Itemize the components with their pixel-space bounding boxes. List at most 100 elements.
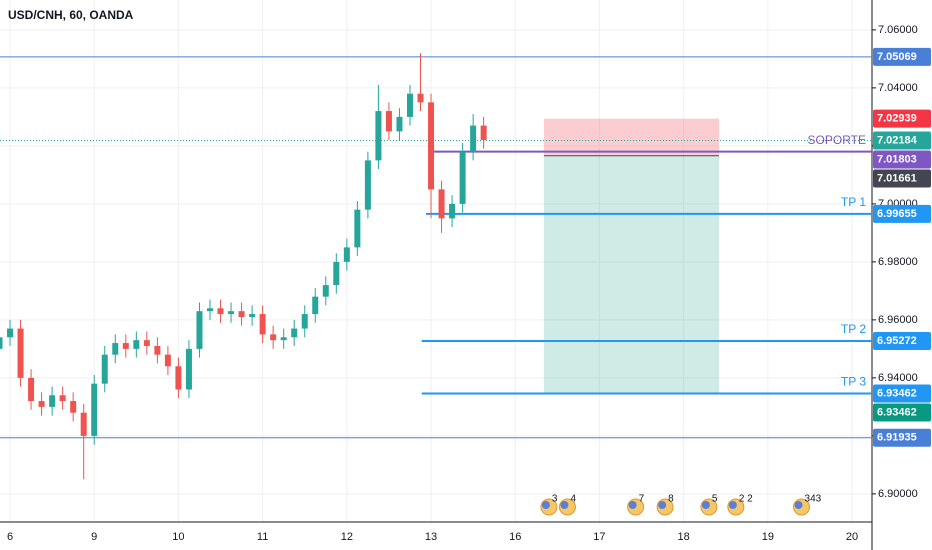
x-tick-label: 20 xyxy=(846,531,858,543)
event-flag xyxy=(794,501,803,509)
candle-body xyxy=(143,340,150,346)
x-tick-label: 13 xyxy=(425,531,437,543)
price-tag xyxy=(873,109,931,128)
candle-body xyxy=(480,125,487,141)
candle-body xyxy=(122,343,129,349)
candle-body xyxy=(59,395,66,402)
level-name: TP 2 xyxy=(841,322,866,336)
price-tag-label: 6.91935 xyxy=(877,432,917,444)
candle-body xyxy=(396,116,403,132)
x-tick-label: 16 xyxy=(509,531,521,543)
candle-body xyxy=(217,308,224,315)
price-tag-label: 7.01661 xyxy=(877,172,917,184)
y-tick-label: 6.96000 xyxy=(878,314,918,326)
x-tick-label: 6 xyxy=(7,531,13,543)
candle-body xyxy=(164,354,171,367)
candle-body xyxy=(207,308,214,312)
candle-body xyxy=(428,102,435,190)
candle-body xyxy=(333,261,340,286)
event-label: 343 xyxy=(805,494,822,505)
candle-body xyxy=(438,189,445,219)
candle-body xyxy=(406,93,413,117)
x-tick-label: 19 xyxy=(762,531,774,543)
price-tag-label: 7.02939 xyxy=(877,113,917,125)
event-flag xyxy=(628,501,637,509)
candle-body xyxy=(228,311,235,315)
candle-body xyxy=(80,412,87,436)
price-tag xyxy=(873,131,931,150)
price-tag xyxy=(873,169,931,188)
candle-body xyxy=(70,401,77,413)
price-tag xyxy=(873,403,931,422)
price-tag xyxy=(873,331,931,350)
event-flag xyxy=(728,501,737,509)
x-tick-label: 12 xyxy=(341,531,353,543)
event-flag xyxy=(560,501,569,509)
event-label: 3 xyxy=(552,494,558,505)
price-tag-label: 6.93462 xyxy=(877,387,917,399)
candle-body xyxy=(112,343,119,355)
candle-body xyxy=(280,337,287,341)
candle-body xyxy=(101,354,108,384)
candle-body xyxy=(301,314,308,329)
candle-body xyxy=(270,334,277,341)
candle-body xyxy=(196,311,203,349)
y-tick-label: 6.94000 xyxy=(878,372,918,384)
candle-body xyxy=(259,314,266,335)
candle-body xyxy=(449,203,456,219)
y-tick-label: 6.98000 xyxy=(878,256,918,268)
candle-body xyxy=(38,401,45,407)
candle-body xyxy=(470,125,477,152)
event-flag xyxy=(658,501,667,509)
price-tag xyxy=(873,47,931,66)
candle-body xyxy=(291,328,298,338)
candle-body xyxy=(238,311,245,317)
y-tick-label: 7.04000 xyxy=(878,82,918,94)
candle-body xyxy=(312,296,319,315)
candle-body xyxy=(175,366,182,390)
event-flag xyxy=(701,501,710,509)
candle-body xyxy=(28,377,35,402)
candle-body xyxy=(249,314,256,317)
x-tick-label: 18 xyxy=(678,531,690,543)
event-label: 2 2 xyxy=(739,494,753,505)
price-tag-label: 7.01803 xyxy=(877,153,917,165)
price-tag xyxy=(873,384,931,403)
event-label: 7 xyxy=(639,494,645,505)
y-tick-label: 7.06000 xyxy=(878,24,918,36)
candle-body xyxy=(7,328,14,338)
candle-body xyxy=(17,328,24,378)
target-zone xyxy=(543,155,720,394)
y-tick-label: 6.90000 xyxy=(878,488,918,500)
event-label: 5 xyxy=(712,494,718,505)
candle-body xyxy=(154,345,161,355)
level-name: SOPORTE xyxy=(808,133,866,147)
candle-body xyxy=(375,111,382,161)
price-tag xyxy=(873,150,931,169)
candle-body xyxy=(459,151,466,204)
stop-zone xyxy=(543,118,720,156)
candle-body xyxy=(343,247,350,262)
price-tag-label: 6.93462 xyxy=(877,406,917,418)
event-label: 8 xyxy=(668,494,674,505)
event-flag xyxy=(541,501,550,509)
price-tag-label: 7.05069 xyxy=(877,51,917,63)
candle-body xyxy=(385,111,392,132)
candle-body xyxy=(91,383,98,436)
price-tag xyxy=(873,204,931,223)
level-name: TP 1 xyxy=(841,195,866,209)
x-tick-label: 9 xyxy=(91,531,97,543)
price-tag-label: 6.95272 xyxy=(877,335,917,347)
x-tick-label: 17 xyxy=(593,531,605,543)
candle-body xyxy=(49,395,56,407)
candle-body xyxy=(322,285,329,297)
x-tick-label: 10 xyxy=(172,531,184,543)
candle-body xyxy=(185,348,192,390)
candle-body xyxy=(364,160,371,210)
candle-body xyxy=(417,93,424,103)
candle-body xyxy=(354,209,361,248)
level-name: TP 3 xyxy=(841,375,866,389)
